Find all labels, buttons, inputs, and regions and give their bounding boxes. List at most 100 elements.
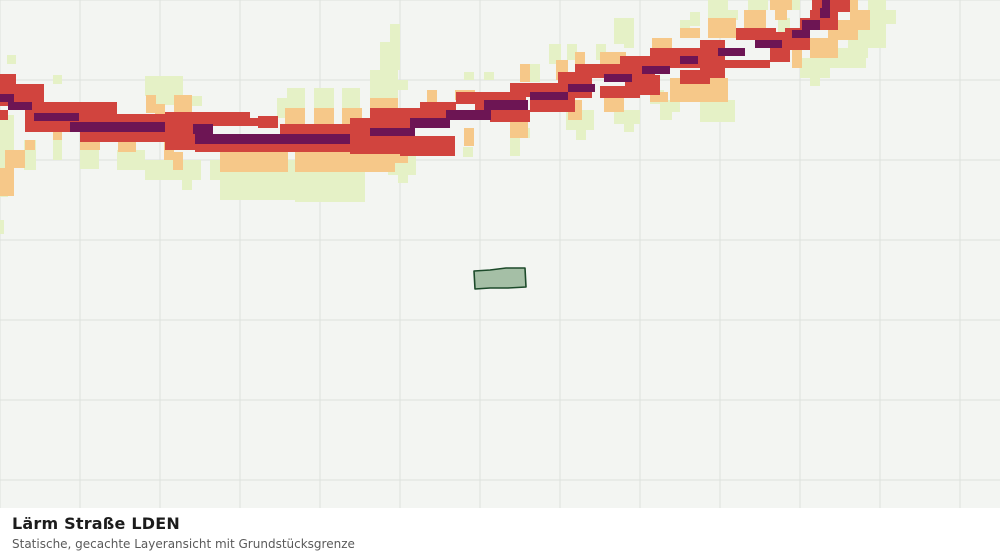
noise-layer-orange bbox=[0, 0, 870, 196]
noise-cell-light bbox=[182, 172, 192, 190]
noise-layer-dark bbox=[0, 0, 830, 144]
noise-cell-light bbox=[285, 160, 295, 200]
noise-cell-light bbox=[510, 130, 520, 156]
noise-cell-dark bbox=[193, 124, 213, 134]
noise-cell-orange bbox=[285, 108, 305, 126]
noise-cell-light bbox=[718, 10, 738, 20]
noise-cell-red bbox=[0, 74, 16, 84]
noise-cell-light bbox=[690, 12, 700, 26]
noise-cell-dark bbox=[484, 100, 528, 110]
noise-cell-light bbox=[680, 20, 690, 30]
noise-cell-orange bbox=[220, 150, 288, 172]
noise-cell-orange bbox=[25, 140, 35, 150]
map-title: Lärm Straße LDEN bbox=[12, 514, 180, 533]
noise-cell-orange bbox=[464, 128, 474, 146]
noise-cell-light bbox=[220, 170, 285, 200]
noise-cell-light bbox=[484, 72, 494, 80]
noise-cell-dark bbox=[34, 113, 79, 121]
noise-cell-light bbox=[117, 150, 145, 170]
noise-cell-light bbox=[390, 24, 400, 42]
noise-cell-orange bbox=[155, 104, 165, 116]
noise-cell-dark bbox=[370, 128, 415, 136]
noise-cell-dark bbox=[195, 134, 350, 144]
noise-cell-orange bbox=[848, 0, 858, 10]
noise-cell-light bbox=[155, 95, 181, 105]
noise-cell-light bbox=[53, 140, 62, 160]
noise-cell-orange bbox=[173, 152, 183, 170]
noise-cell-orange bbox=[314, 108, 334, 126]
noise-cell-light bbox=[7, 55, 16, 64]
noise-cell-light bbox=[464, 72, 474, 80]
parcel-boundary[interactable] bbox=[473, 267, 527, 290]
noise-cell-light bbox=[370, 70, 398, 98]
noise-cell-red bbox=[736, 28, 776, 40]
noise-cell-light bbox=[670, 100, 680, 112]
noise-cell-light bbox=[530, 64, 540, 82]
noise-cell-light bbox=[398, 175, 408, 183]
noise-cell-orange bbox=[650, 92, 668, 102]
noise-cell-orange bbox=[680, 28, 700, 38]
noise-cell-red bbox=[812, 0, 850, 12]
noise-cell-dark bbox=[718, 48, 745, 56]
noise-cell-orange bbox=[53, 130, 62, 140]
map-view[interactable] bbox=[0, 0, 1000, 508]
noise-cell-dark bbox=[410, 118, 450, 128]
noise-cell-orange bbox=[792, 50, 802, 68]
noise-cell-light bbox=[748, 0, 768, 10]
noise-cell-red bbox=[80, 130, 170, 142]
noise-cell-orange bbox=[510, 120, 528, 138]
noise-cell-light bbox=[145, 76, 183, 96]
noise-cell-light bbox=[0, 220, 4, 234]
noise-cell-dark bbox=[446, 110, 491, 120]
noise-cell-dark bbox=[792, 30, 810, 38]
noise-cell-orange bbox=[520, 64, 530, 82]
noise-cell-dark bbox=[802, 20, 820, 30]
noise-cell-light bbox=[567, 44, 577, 60]
noise-cell-orange bbox=[174, 95, 192, 115]
noise-cell-red bbox=[710, 60, 770, 68]
noise-cell-light bbox=[624, 38, 634, 48]
noise-cell-light bbox=[614, 110, 640, 124]
noise-cell-light bbox=[790, 0, 800, 10]
noise-cell-light bbox=[314, 88, 334, 108]
noise-cell-red bbox=[400, 136, 455, 156]
noise-cell-light bbox=[210, 160, 222, 180]
noise-cell-orange bbox=[708, 18, 736, 38]
noise-cell-orange bbox=[850, 10, 870, 30]
noise-cell-red bbox=[790, 40, 810, 50]
noise-cell-dark bbox=[820, 8, 830, 18]
noise-cell-light bbox=[876, 10, 896, 24]
noise-cell-dark bbox=[70, 122, 165, 132]
noise-cell-orange bbox=[575, 52, 585, 72]
noise-cell-orange bbox=[5, 150, 25, 168]
noise-cell-dark bbox=[8, 102, 32, 110]
noise-cell-dark bbox=[0, 94, 14, 102]
noise-cell-dark bbox=[680, 56, 698, 64]
noise-cell-light bbox=[800, 58, 830, 78]
noise-cell-light bbox=[287, 88, 305, 98]
noise-cell-red bbox=[490, 110, 530, 122]
noise-cell-light bbox=[295, 170, 365, 202]
noise-cell-light bbox=[660, 100, 672, 120]
noise-cell-dark bbox=[530, 92, 568, 100]
noise-cell-dark bbox=[755, 40, 782, 48]
grid-lines bbox=[0, 0, 1000, 508]
noise-cell-light bbox=[549, 44, 561, 64]
noise-cell-light bbox=[810, 76, 820, 86]
map-canvas bbox=[0, 0, 1000, 508]
noise-cell-red bbox=[25, 102, 117, 114]
noise-cell-dark bbox=[604, 74, 632, 82]
noise-cell-orange bbox=[295, 150, 395, 172]
noise-cell-red bbox=[195, 142, 365, 152]
noise-cell-light bbox=[342, 88, 360, 108]
noise-cell-red bbox=[625, 75, 660, 95]
noise-cell-red bbox=[258, 116, 278, 128]
noise-cell-dark bbox=[642, 66, 670, 74]
noise-cell-light bbox=[398, 80, 408, 90]
noise-cell-light bbox=[80, 150, 99, 169]
noise-cell-dark bbox=[568, 84, 595, 92]
noise-layer-light bbox=[0, 0, 896, 234]
caption-bar: Lärm Straße LDEN Statische, gecachte Lay… bbox=[0, 508, 1000, 560]
noise-cell-light bbox=[463, 147, 473, 157]
map-subtitle: Statische, gecachte Layeransicht mit Gru… bbox=[12, 537, 355, 551]
